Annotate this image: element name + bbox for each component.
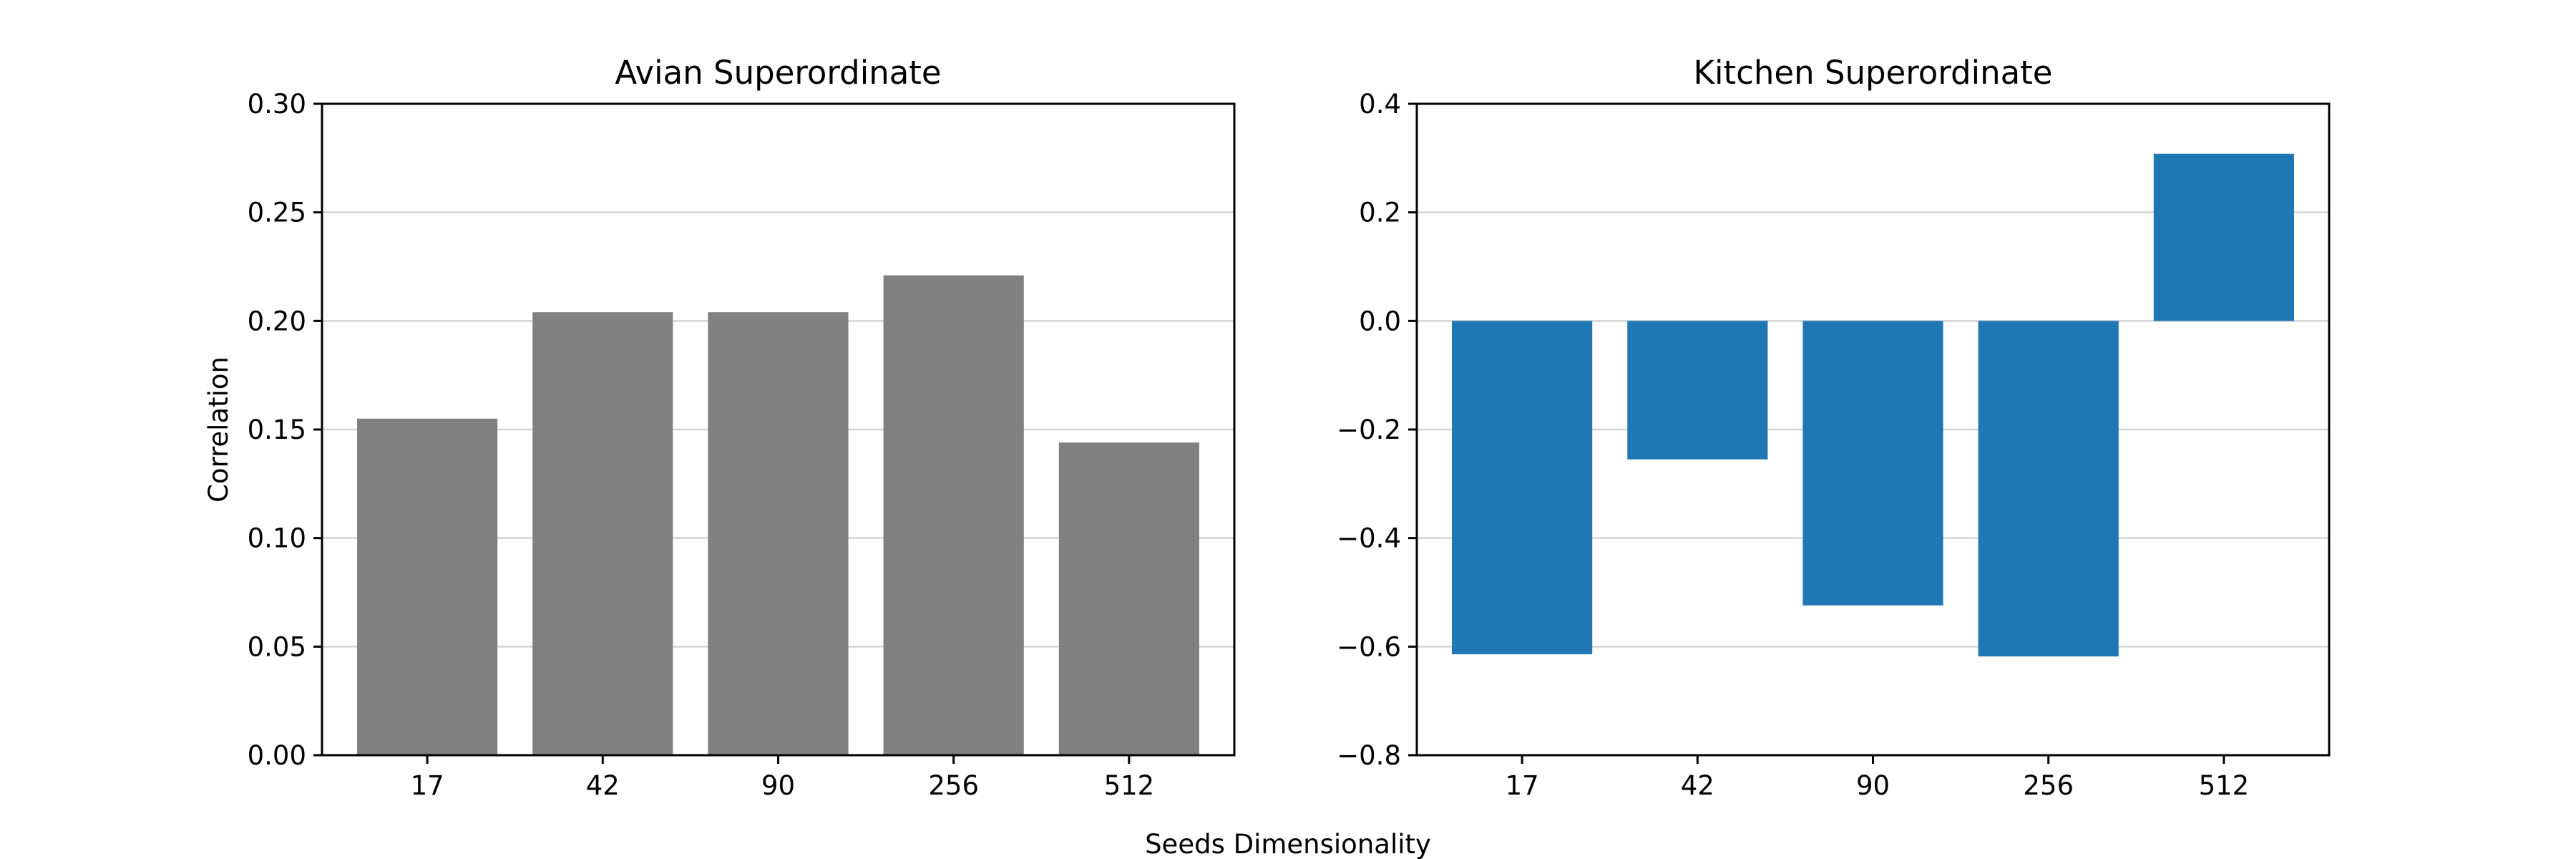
bar-kitchen-42 — [1627, 321, 1768, 460]
bar-kitchen-90 — [1802, 321, 1943, 606]
y-tick-label-4: 0.0 — [1359, 306, 1401, 336]
y-tick-label-6: 0.4 — [1359, 89, 1401, 120]
x-tick-label-0: 17 — [411, 770, 444, 801]
y-axis-label-avian: Correlation — [203, 356, 234, 503]
y-tick-label-0: −0.8 — [1337, 740, 1401, 771]
y-tick-label-2: 0.10 — [248, 523, 306, 554]
y-tick-label-0: 0.00 — [248, 740, 306, 771]
y-tick-label-2: −0.4 — [1337, 523, 1401, 554]
x-tick-label-1: 42 — [586, 770, 620, 801]
x-tick-label-3: 256 — [928, 770, 979, 801]
x-tick-label-4: 512 — [2199, 770, 2250, 801]
bar-avian-90 — [708, 312, 849, 755]
x-tick-label-1: 42 — [1681, 770, 1714, 801]
bar-kitchen-17 — [1452, 321, 1593, 654]
bar-avian-256 — [883, 275, 1024, 756]
bar-kitchen-512 — [2153, 153, 2294, 321]
bar-avian-42 — [532, 312, 673, 755]
figure-x-axis-label: Seeds Dimensionality — [1145, 829, 1431, 859]
chart-title-kitchen: Kitchen Superordinate — [1693, 54, 2052, 92]
y-tick-label-6: 0.30 — [248, 89, 306, 120]
chart-title-avian: Avian Superordinate — [615, 54, 941, 92]
y-tick-label-1: −0.6 — [1337, 631, 1401, 662]
y-tick-label-5: 0.25 — [248, 198, 306, 228]
bar-kitchen-256 — [1978, 321, 2119, 656]
chart-panel-kitchen: −0.8 −0.6 −0.4 −0.2 0.0 0.2 0.4 17 42 90 256 512 Kit… — [1337, 54, 2331, 801]
x-tick-label-4: 512 — [1104, 770, 1155, 801]
y-tick-label-3: −0.2 — [1337, 414, 1401, 445]
x-tick-label-3: 256 — [2023, 770, 2074, 801]
y-tick-label-5: 0.2 — [1359, 198, 1401, 228]
x-tick-label-2: 90 — [1856, 770, 1890, 801]
y-tick-label-3: 0.15 — [248, 414, 306, 445]
chart-panel-avian: 0.00 0.05 0.10 0.15 0.20 0.25 0.30 17 42 90 256 512… — [203, 54, 1236, 801]
bar-avian-17 — [357, 418, 498, 755]
y-tick-label-4: 0.20 — [248, 306, 306, 336]
x-tick-label-2: 90 — [761, 770, 795, 801]
y-tick-label-1: 0.05 — [248, 631, 306, 662]
x-tick-label-0: 17 — [1506, 770, 1539, 801]
bar-avian-512 — [1058, 442, 1199, 755]
